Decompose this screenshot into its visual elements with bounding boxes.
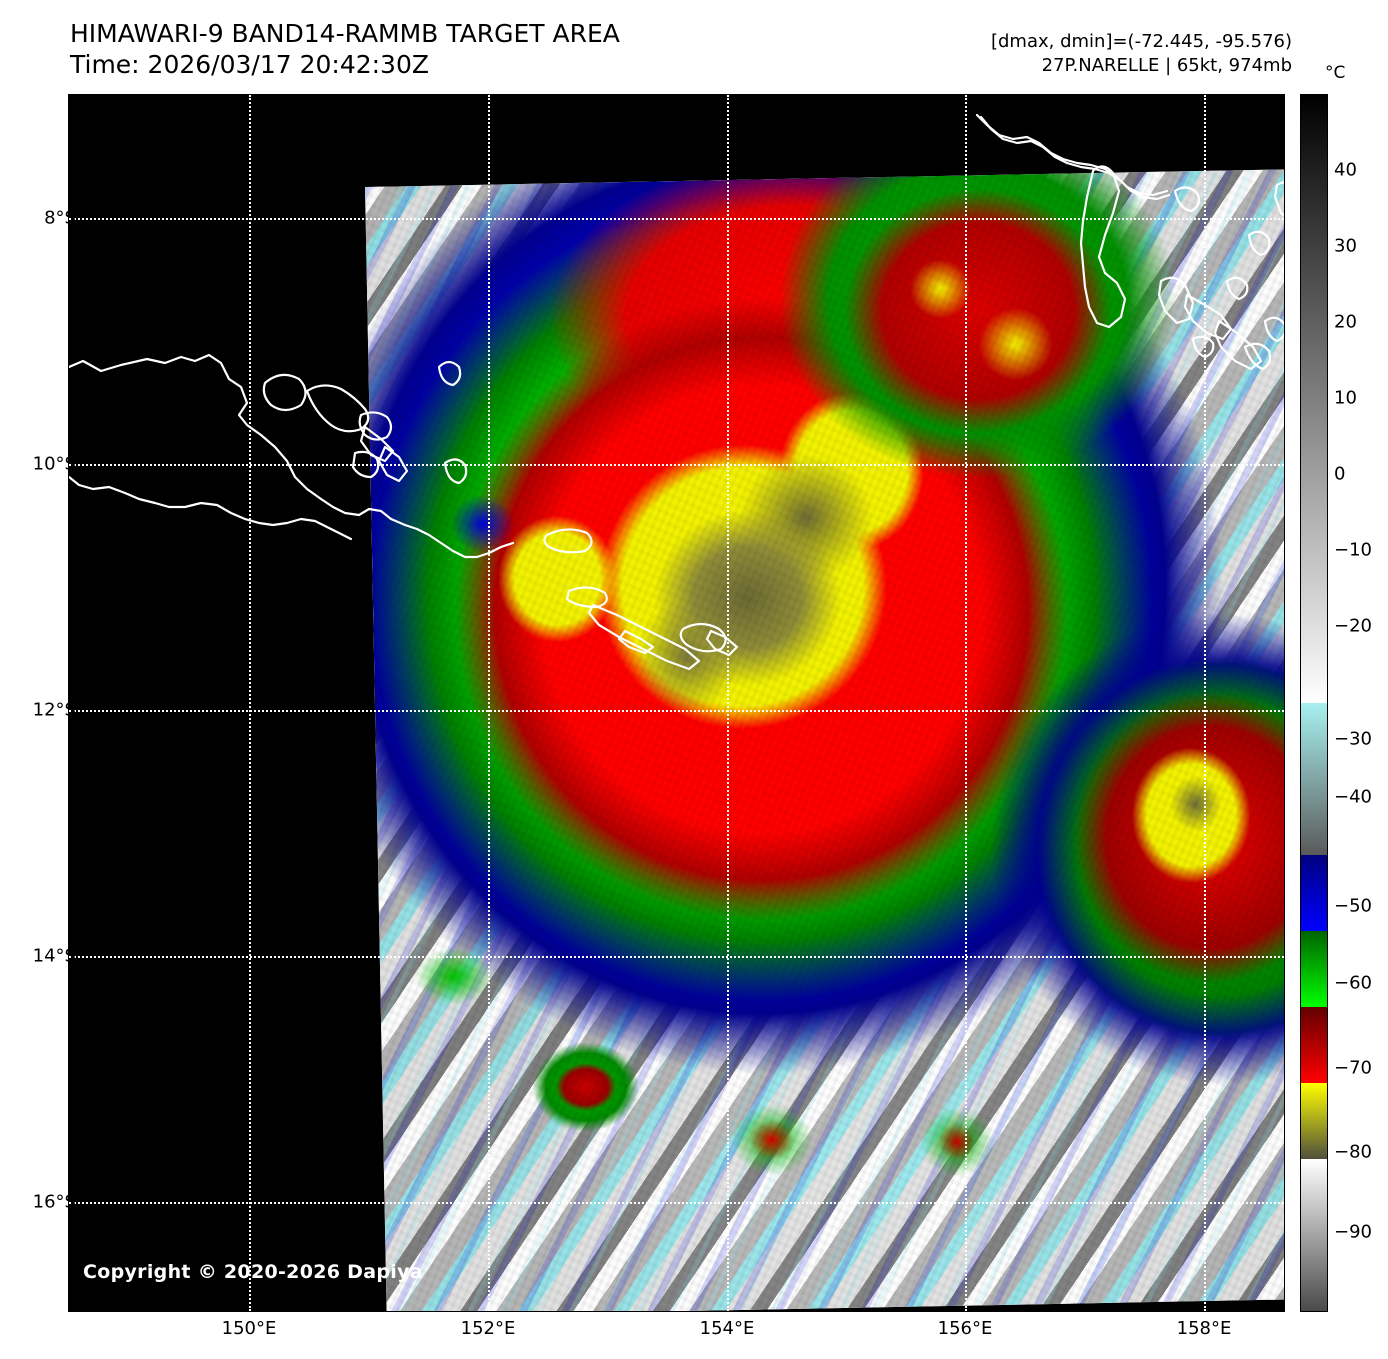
xtick-label-154e: 154°E <box>699 1318 755 1339</box>
colorbar-tick-10: 10 <box>1334 387 1357 409</box>
gridline-lat-8s <box>69 218 1284 220</box>
colorbar-tick-0: 0 <box>1334 463 1346 485</box>
page-title: HIMAWARI-9 BAND14-RAMMB TARGET AREA <box>70 19 620 48</box>
xtick-label-158e: 158°E <box>1176 1318 1232 1339</box>
temperature-colorbar[interactable] <box>1300 94 1328 1312</box>
gridline-lon-152e <box>488 95 490 1311</box>
ytick-label-14s: 14°S <box>32 945 76 967</box>
data-range-label: [dmax, dmin]=(-72.445, -95.576) <box>990 31 1292 52</box>
xtick-label-150e: 150°E <box>221 1318 277 1339</box>
colorbar-tick-20: 20 <box>1334 311 1357 333</box>
colorbar-tick-m60: −60 <box>1334 972 1372 994</box>
colorbar-tick-m40: −40 <box>1334 786 1372 808</box>
colorbar-tick-m80: −80 <box>1334 1141 1372 1163</box>
ytick-label-16s: 16°S <box>32 1191 76 1213</box>
storm-info-label: 27P.NARELLE | 65kt, 974mb <box>1041 55 1292 76</box>
ytick-label-12s: 12°S <box>32 699 76 721</box>
metadata-block: [dmax, dmin]=(-72.445, -95.576) 27P.NARE… <box>991 30 1292 78</box>
gridline-lon-150e <box>249 95 251 1311</box>
gridline-lon-154e <box>727 95 729 1311</box>
xtick-label-152e: 152°E <box>460 1318 516 1339</box>
gridline-lat-12s <box>69 710 1284 712</box>
colorbar-tick-m20: −20 <box>1334 615 1372 637</box>
ytick-label-8s: 8°S <box>44 207 76 229</box>
satellite-data-swath <box>365 169 1284 1311</box>
colorbar-tick-m30: −30 <box>1334 728 1372 750</box>
colorbar-tick-40: 40 <box>1334 159 1357 181</box>
gridline-lon-156e <box>965 95 967 1311</box>
gridline-lat-14s <box>69 956 1284 958</box>
satellite-map[interactable]: Copyright © 2020-2026 Dapiya <box>68 94 1285 1312</box>
gridline-lon-158e <box>1204 95 1206 1311</box>
timestamp-label: Time: 2026/03/17 20:42:30Z <box>70 50 429 79</box>
ytick-label-10s: 10°S <box>32 453 76 475</box>
colorbar-tick-30: 30 <box>1334 235 1357 257</box>
copyright-label: Copyright © 2020-2026 Dapiya <box>83 1261 423 1283</box>
map-clip-region: Copyright © 2020-2026 Dapiya <box>69 95 1284 1311</box>
gridline-lat-16s <box>69 1202 1284 1204</box>
colorbar-tick-m10: −10 <box>1334 539 1372 561</box>
colorbar-gradient <box>1301 95 1327 1311</box>
header-title-block: HIMAWARI-9 BAND14-RAMMB TARGET AREA Time… <box>70 18 620 80</box>
pixel-grain-layer <box>365 169 1284 1311</box>
colorbar-tick-m90: −90 <box>1334 1221 1372 1243</box>
xtick-label-156e: 156°E <box>937 1318 993 1339</box>
gridline-lat-10s <box>69 464 1284 466</box>
colorbar-unit-label: °C <box>1325 63 1346 83</box>
colorbar-tick-m50: −50 <box>1334 895 1372 917</box>
colorbar-tick-m70: −70 <box>1334 1057 1372 1079</box>
